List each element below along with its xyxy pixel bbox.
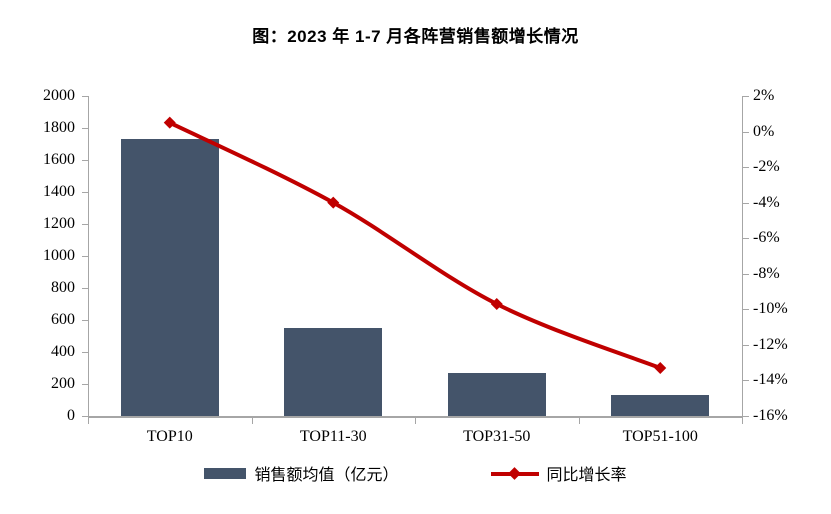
right-axis-tick-label: 0%	[753, 122, 775, 140]
right-axis-tick-label: -6%	[753, 229, 780, 247]
legend-bar-label: 销售额均值（亿元）	[254, 467, 399, 484]
bar-top31-50	[447, 372, 546, 416]
right-axis-tick	[743, 167, 749, 169]
left-axis-tick	[82, 256, 88, 257]
x-axis-category-label-top51-100: TOP51-100	[622, 428, 698, 445]
bar-top10	[120, 139, 219, 416]
left-axis-tick-label: 600	[51, 311, 75, 328]
x-axis-line	[88, 416, 743, 418]
bar-top51-100	[611, 395, 710, 416]
line-marker-top51-100	[654, 362, 667, 374]
right-axis-tick-label: -10%	[753, 300, 788, 318]
legend-item-line: 同比增长率	[490, 461, 627, 485]
left-axis-tick-label: 400	[51, 343, 75, 360]
chart-title: 图：2023 年 1-7 月各阵营销售额增长情况	[252, 27, 579, 46]
left-axis-tick	[82, 352, 88, 353]
x-axis-category-label-top10: TOP10	[146, 428, 193, 445]
right-axis-tick-label: 2%	[753, 87, 775, 104]
left-axis-tick-label: 1600	[43, 151, 75, 168]
legend-line-label: 同比增长率	[546, 467, 627, 484]
left-axis-tick-label: 200	[51, 375, 75, 392]
right-axis-tick	[743, 238, 749, 240]
left-axis-tick	[82, 128, 88, 129]
legend-item-bar: 销售额均值（亿元）	[204, 461, 399, 485]
left-axis-tick	[82, 224, 88, 225]
left-axis-tick-label: 1000	[43, 247, 75, 264]
left-axis-line	[88, 96, 89, 418]
x-axis-tick	[415, 418, 416, 424]
right-axis-tick	[743, 380, 749, 382]
left-axis-tick-label: 800	[51, 279, 75, 296]
left-axis-tick	[82, 96, 88, 97]
right-axis-tick-label: -12%	[753, 335, 788, 353]
right-axis-tick	[743, 202, 749, 204]
right-axis-tick-label: -8%	[753, 264, 780, 282]
growth-line	[167, 120, 663, 370]
left-axis-tick-label: 2000	[43, 87, 75, 104]
right-axis-line	[742, 96, 743, 418]
x-axis-tick	[251, 418, 253, 424]
right-axis-tick-label: -4%	[753, 193, 780, 211]
right-axis-tick	[743, 131, 749, 133]
left-axis-tick	[82, 288, 88, 289]
line-marker-top31-50	[490, 298, 503, 310]
right-axis-tick	[743, 309, 749, 311]
left-axis-tick-label: 1800	[43, 119, 75, 136]
diamond-marker-icon	[507, 466, 521, 480]
bar-top11-30	[284, 328, 383, 416]
x-axis-category-label-top11-30: TOP11-30	[299, 428, 367, 445]
right-axis-tick	[743, 273, 749, 275]
x-axis-tick	[742, 418, 743, 424]
x-axis-category-label-top31-50: TOP31-50	[463, 428, 531, 445]
left-axis-tick-label: 1200	[43, 215, 75, 232]
right-axis-tick	[743, 96, 749, 97]
x-axis-tick	[88, 418, 89, 424]
line-series-swatch	[490, 466, 539, 480]
left-axis-tick-label: 1400	[43, 183, 75, 200]
line-marker-top11-30	[327, 196, 340, 209]
left-axis-tick-label: 0	[67, 407, 75, 424]
left-axis-tick	[82, 192, 88, 193]
right-axis-tick-label: -14%	[753, 371, 788, 389]
right-axis-tick-label: -16%	[753, 407, 788, 424]
left-axis-tick	[82, 384, 88, 385]
right-axis-tick	[743, 344, 749, 346]
right-axis-tick-label: -2%	[753, 158, 780, 176]
legend: 销售额均值（亿元） 同比增长率	[0, 461, 831, 485]
left-axis-tick	[82, 320, 88, 321]
line-marker-top10	[163, 116, 176, 129]
left-axis-tick	[82, 160, 88, 161]
x-axis-tick	[578, 418, 580, 424]
right-axis-tick	[743, 416, 749, 417]
left-axis-tick	[82, 416, 88, 417]
bar-series-swatch	[204, 467, 247, 479]
